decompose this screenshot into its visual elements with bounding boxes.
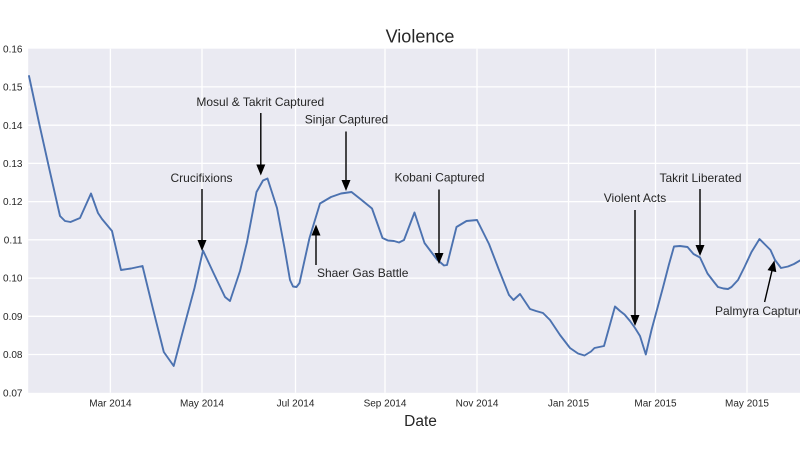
svg-text:0.08: 0.08 [3,350,23,361]
svg-text:Violent Acts: Violent Acts [604,191,666,205]
svg-text:0.09: 0.09 [3,312,23,323]
svg-text:Mar 2014: Mar 2014 [89,399,132,410]
svg-text:Jan 2015: Jan 2015 [548,399,590,410]
svg-text:0.14: 0.14 [3,121,23,132]
svg-text:Shaer Gas Battle: Shaer Gas Battle [317,266,409,280]
svg-text:Mosul & Takrit Captured: Mosul & Takrit Captured [196,95,324,109]
svg-text:0.10: 0.10 [3,274,23,285]
svg-text:0.15: 0.15 [3,83,23,94]
svg-text:0.16: 0.16 [3,44,23,55]
svg-text:Mar 2015: Mar 2015 [634,399,677,410]
svg-text:Date: Date [404,413,437,430]
svg-text:Crucifixions: Crucifixions [170,171,232,185]
svg-text:0.12: 0.12 [3,197,23,208]
svg-text:May 2015: May 2015 [725,399,769,410]
svg-text:0.13: 0.13 [3,159,23,170]
svg-text:May 2014: May 2014 [180,399,224,410]
svg-text:Palmyra Captured: Palmyra Captured [715,304,800,318]
svg-text:Nov 2014: Nov 2014 [456,399,499,410]
svg-text:Jul 2014: Jul 2014 [277,399,315,410]
svg-text:Violence: Violence [386,27,455,47]
svg-text:Takrit Liberated: Takrit Liberated [659,171,741,185]
svg-text:0.11: 0.11 [4,235,23,246]
svg-text:Kobani Captured: Kobani Captured [394,170,484,184]
svg-text:0.07: 0.07 [3,388,23,399]
svg-text:Sinjar Captured: Sinjar Captured [305,112,388,126]
svg-text:Sep 2014: Sep 2014 [364,399,407,410]
